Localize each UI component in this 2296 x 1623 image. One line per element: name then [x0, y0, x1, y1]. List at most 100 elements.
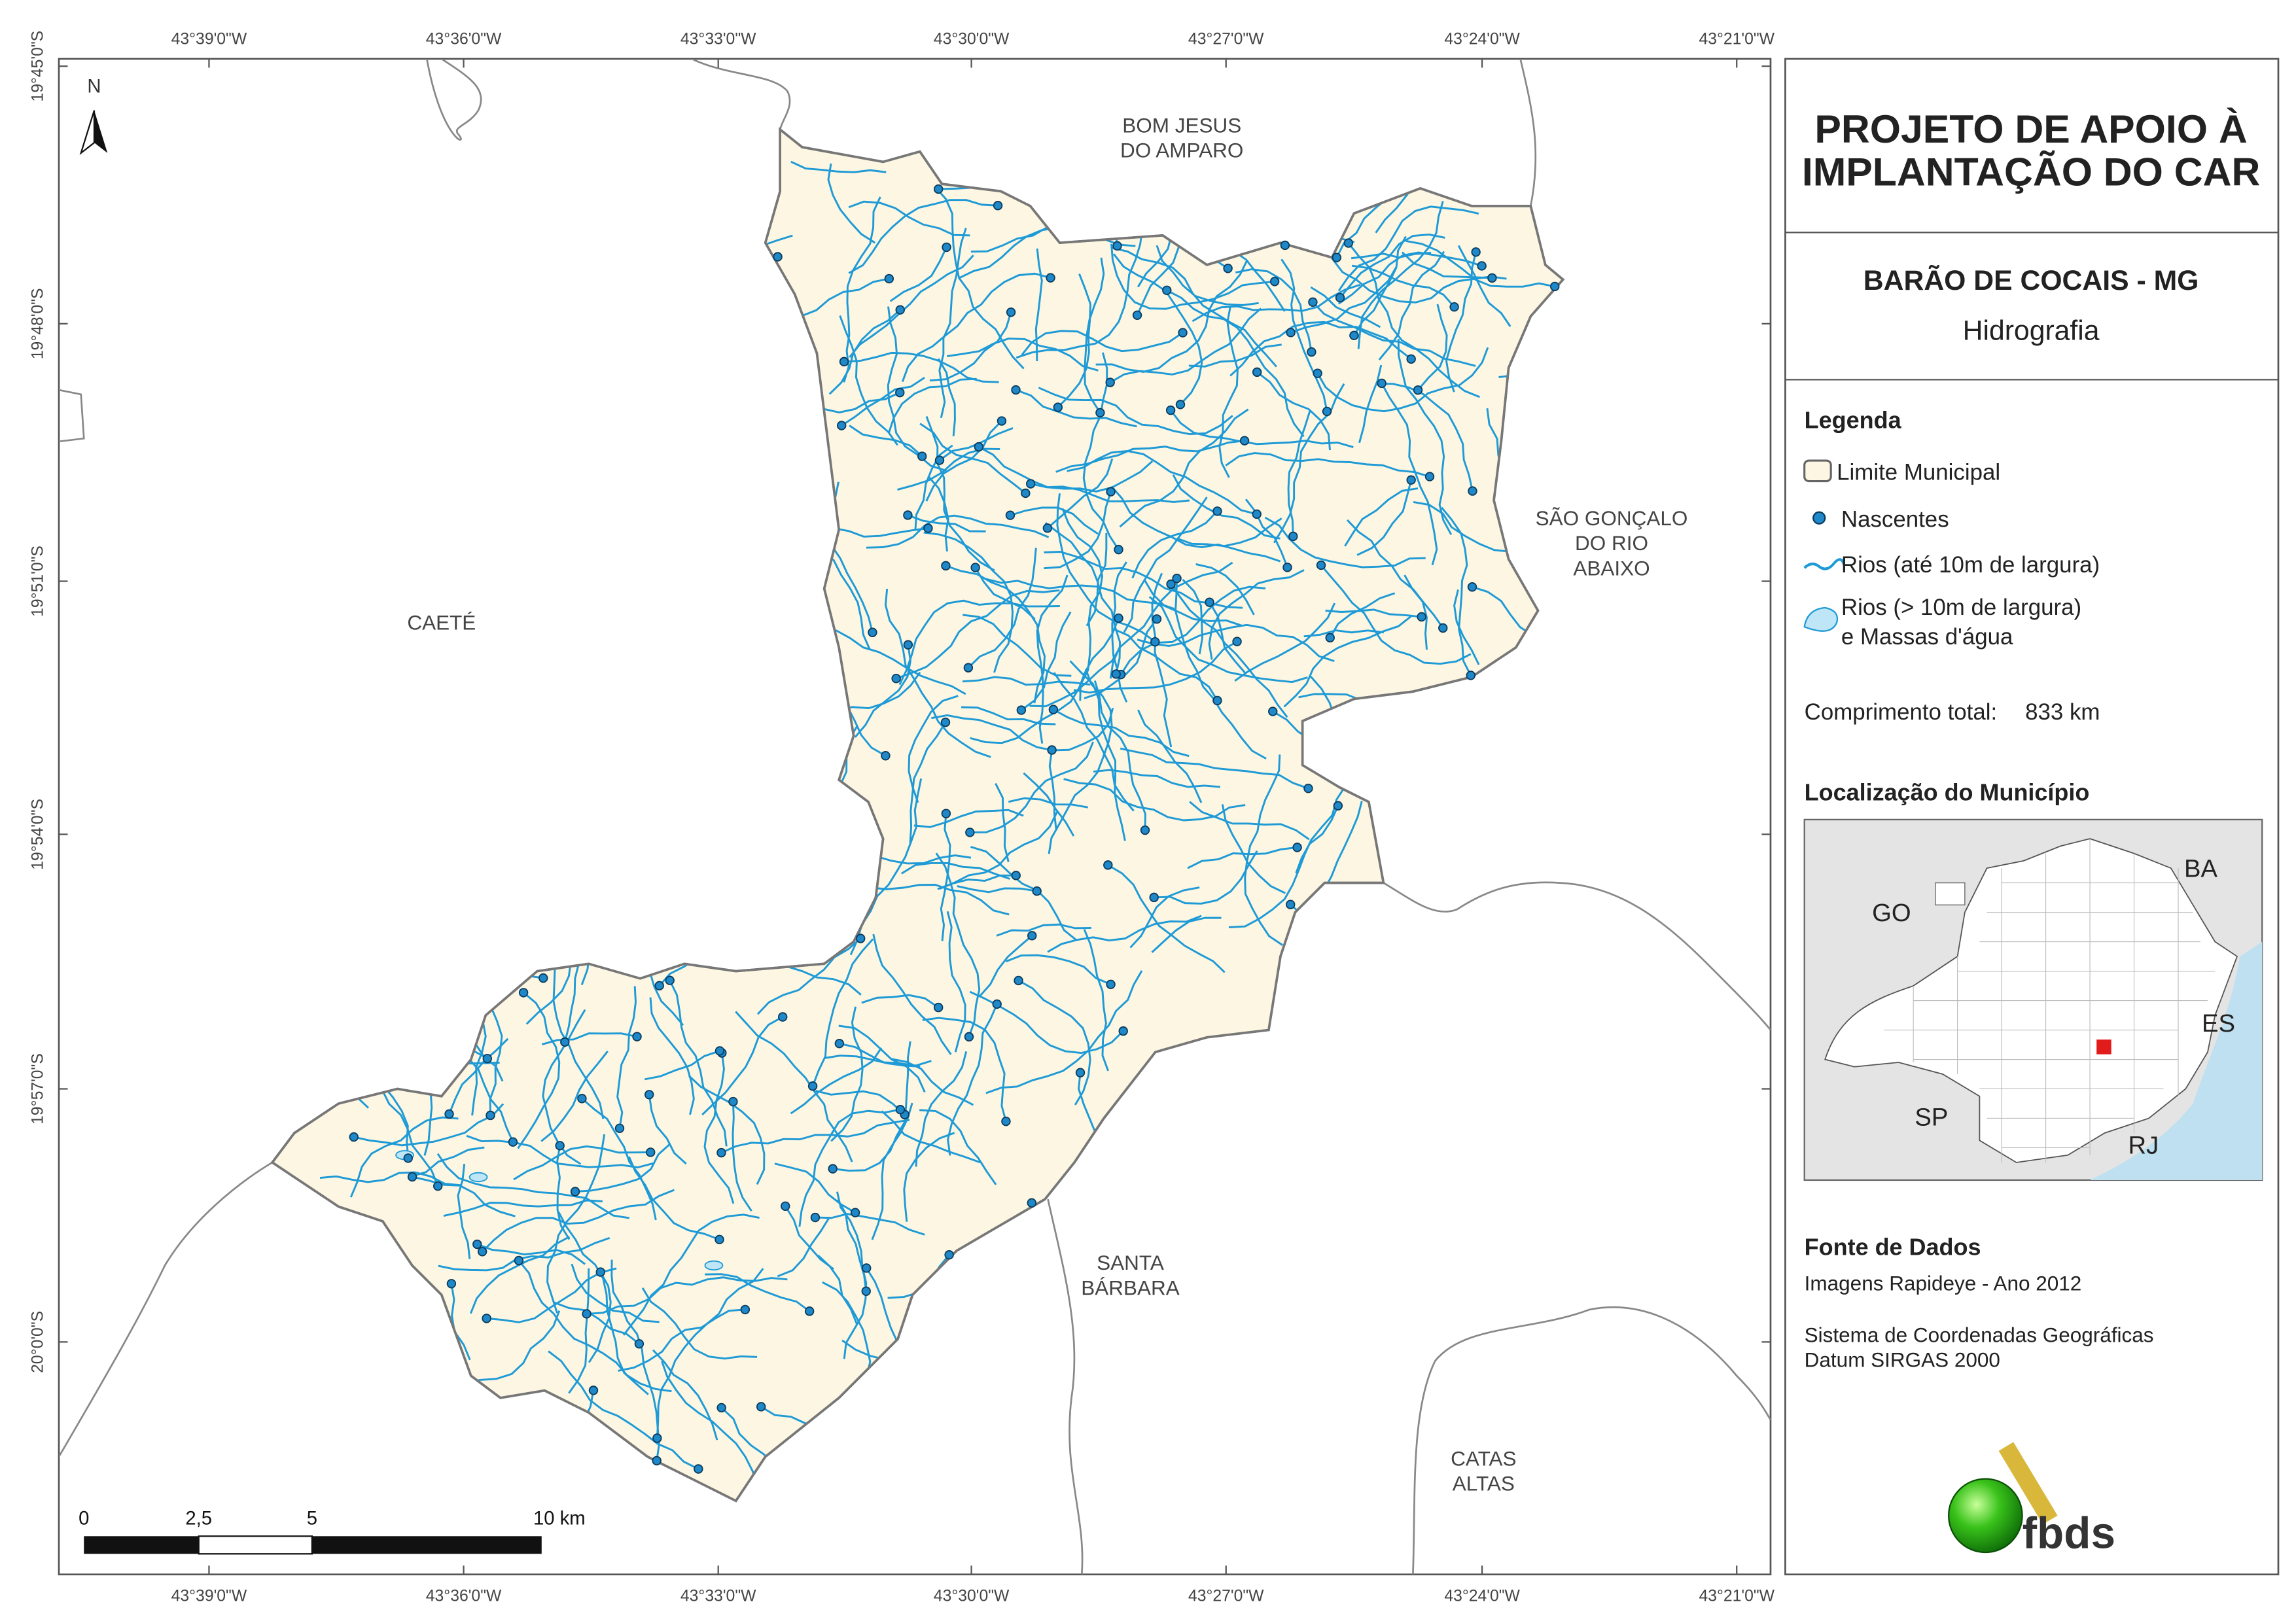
- river: [774, 1162, 856, 1213]
- river: [815, 1213, 925, 1236]
- spring: [997, 416, 1007, 426]
- river: [1067, 449, 1258, 515]
- spring: [1165, 405, 1176, 415]
- river: [891, 1058, 974, 1106]
- scale-label: 2,5: [185, 1508, 212, 1529]
- river: [1346, 519, 1444, 629]
- spring: [1205, 597, 1214, 607]
- spring: [1011, 385, 1021, 395]
- river: [1347, 242, 1481, 398]
- river: [1234, 602, 1336, 682]
- spring: [1075, 1068, 1086, 1077]
- spring: [582, 1309, 592, 1319]
- spring: [881, 751, 891, 761]
- spring: [862, 1263, 872, 1273]
- lon-label: 43°27'0"W: [1188, 1587, 1264, 1605]
- river: [827, 163, 876, 244]
- spring: [941, 561, 951, 571]
- legend-symbol: [1803, 459, 1832, 483]
- river: [962, 676, 1091, 686]
- spring: [1032, 886, 1042, 896]
- spring: [964, 1032, 974, 1042]
- river: [889, 247, 947, 302]
- river: [996, 923, 1091, 937]
- river: [1195, 563, 1255, 616]
- spring: [1027, 1198, 1037, 1208]
- lat-label: 19°51'0"S: [29, 546, 46, 617]
- river: [967, 548, 1037, 669]
- river: [1283, 615, 1412, 708]
- river: [1209, 601, 1246, 674]
- river: [1188, 343, 1282, 368]
- neighbor-boundaries: [59, 58, 1771, 1575]
- scale-bar: 0 2,5 5 10 km: [79, 1508, 586, 1555]
- spring: [903, 510, 913, 520]
- lon-label: 43°30'0"W: [934, 1587, 1010, 1605]
- river: [884, 589, 991, 758]
- location-inset: GO BA ES SP RJ: [1803, 818, 2263, 1181]
- spring: [1006, 307, 1016, 317]
- spring: [1095, 408, 1105, 418]
- river: [1110, 485, 1281, 563]
- lon-label: 43°36'0"W: [426, 30, 502, 48]
- spring: [646, 1147, 656, 1157]
- spring: [1332, 253, 1342, 262]
- spring: [433, 1181, 443, 1191]
- lat-label: 19°45'0"S: [29, 31, 46, 102]
- spring: [1286, 328, 1296, 338]
- place-name: CATAS: [1451, 1446, 1516, 1470]
- spring: [654, 981, 664, 991]
- spring: [632, 1032, 642, 1041]
- river: [854, 644, 911, 738]
- legend-symbol: [1812, 511, 1826, 525]
- spring: [570, 1187, 580, 1196]
- spring: [1048, 705, 1059, 714]
- river: [1030, 483, 1190, 503]
- river: [1063, 778, 1246, 822]
- title-line: IMPLANTAÇÃO DO CAR: [1802, 149, 2260, 194]
- river: [1316, 347, 1489, 413]
- river: [1287, 410, 1311, 536]
- river: [979, 935, 1033, 997]
- spring: [1149, 892, 1159, 903]
- spring: [903, 640, 913, 650]
- river: [815, 1090, 906, 1115]
- river: [540, 1051, 609, 1142]
- spring: [349, 1132, 359, 1142]
- river: [1358, 364, 1383, 444]
- spring: [1286, 899, 1296, 909]
- lon-label: 43°24'0"W: [1444, 30, 1520, 48]
- river: [1244, 754, 1283, 946]
- north-label: N: [87, 77, 101, 97]
- logo: fbds: [1948, 1442, 2115, 1558]
- spring: [716, 1147, 726, 1158]
- spring: [1288, 531, 1298, 542]
- river: [947, 338, 1099, 372]
- river: [945, 565, 1046, 704]
- spring: [1333, 801, 1343, 811]
- river: [1303, 629, 1385, 638]
- spring: [773, 252, 783, 262]
- river: [581, 1098, 657, 1221]
- river: [1172, 474, 1280, 540]
- river: [914, 444, 953, 531]
- spring: [895, 305, 905, 315]
- river: [922, 1017, 1007, 1122]
- river: [652, 1349, 718, 1440]
- spring: [1106, 487, 1116, 497]
- river: [701, 1016, 783, 1116]
- river: [923, 531, 1014, 673]
- water-body: [468, 1172, 488, 1183]
- river: [1113, 628, 1218, 701]
- river: [970, 846, 1078, 941]
- river: [978, 445, 1154, 493]
- location-title: Localização do Município: [1805, 779, 2090, 806]
- river: [353, 1103, 504, 1147]
- spring: [1239, 436, 1250, 445]
- lon-label: 43°33'0"W: [680, 1587, 756, 1605]
- river: [839, 315, 898, 446]
- river: [1107, 864, 1226, 973]
- river: [848, 199, 998, 274]
- spring: [539, 973, 548, 983]
